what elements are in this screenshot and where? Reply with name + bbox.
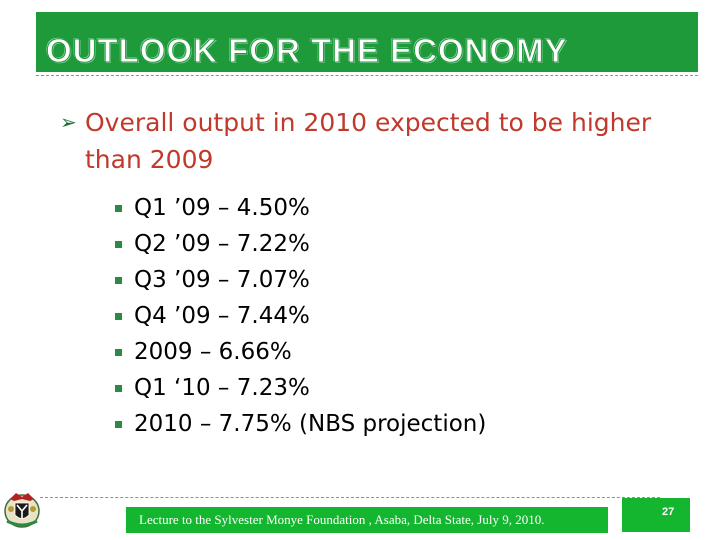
arrow-bullet-icon: ➢ bbox=[60, 110, 77, 134]
square-bullet-icon bbox=[115, 313, 122, 320]
square-bullet-icon bbox=[115, 349, 122, 356]
square-bullet-icon bbox=[115, 385, 122, 392]
list-item-text: Q2 ’09 – 7.22% bbox=[134, 231, 310, 257]
list-item-text: Q3 ’09 – 7.07% bbox=[134, 267, 310, 293]
title-bar: OUTLOOK FOR THE ECONOMY bbox=[36, 12, 698, 72]
list-item-text: Q1 ’09 – 4.50% bbox=[134, 195, 310, 221]
list-item-text: Q4 ’09 – 7.44% bbox=[134, 303, 310, 329]
list-item-text: 2010 – 7.75% (NBS projection) bbox=[134, 411, 487, 437]
title-underline bbox=[36, 75, 698, 76]
main-bullet-text: Overall output in 2010 expected to be hi… bbox=[85, 108, 652, 174]
footer-divider bbox=[40, 497, 660, 498]
list-item-text: Q1 ‘10 – 7.23% bbox=[134, 375, 310, 401]
coat-of-arms-logo bbox=[4, 493, 40, 528]
square-bullet-icon bbox=[115, 277, 122, 284]
square-bullet-icon bbox=[115, 421, 122, 428]
slide-title: OUTLOOK FOR THE ECONOMY bbox=[46, 32, 568, 70]
footer-text: Lecture to the Sylvester Monye Foundatio… bbox=[139, 512, 545, 527]
page-number-box: 27 bbox=[622, 498, 690, 532]
main-bullet: ➢ Overall output in 2010 expected to be … bbox=[60, 104, 695, 178]
footer-banner: Lecture to the Sylvester Monye Foundatio… bbox=[126, 507, 608, 533]
list-item-text: 2009 – 6.66% bbox=[134, 339, 292, 365]
square-bullet-icon bbox=[115, 205, 122, 212]
page-number: 27 bbox=[662, 506, 675, 518]
square-bullet-icon bbox=[115, 241, 122, 248]
